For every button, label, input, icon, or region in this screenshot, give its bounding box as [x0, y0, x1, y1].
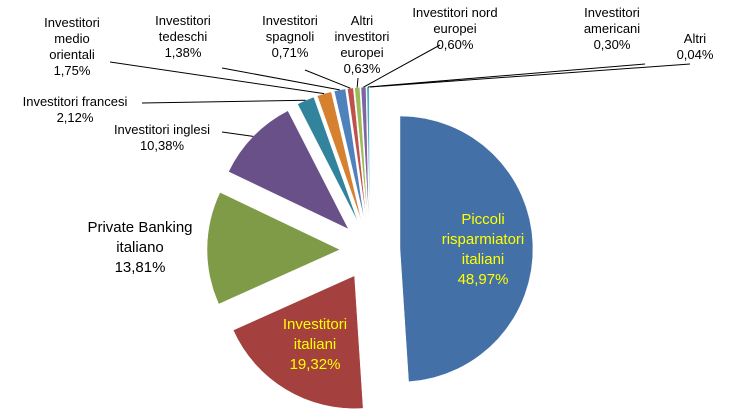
value-label: 13,81% — [114, 259, 166, 276]
pie-slice — [354, 87, 368, 221]
category-label: Investitori inglesi — [113, 122, 211, 137]
pie-slice — [232, 275, 364, 409]
leader-line — [369, 63, 691, 88]
category-label: Investitori tedeschi — [155, 13, 211, 44]
slice-label: Investitori italiani 19,32% — [270, 315, 360, 375]
leader-line — [221, 67, 340, 91]
slice-label: Investitori inglesi 10,38% — [102, 122, 222, 154]
category-label: Piccoli risparmiatori italiani — [441, 211, 525, 268]
category-label: Investitori francesi — [22, 94, 128, 109]
value-label: 0,30% — [593, 37, 631, 52]
leader-line — [363, 44, 441, 88]
slice-label: Piccoli risparmiatori italiani 48,97% — [428, 210, 538, 290]
category-label: Altri investitori europei — [334, 13, 390, 60]
leader-line — [141, 99, 306, 104]
category-label: Altri — [683, 31, 707, 46]
pie-slice — [399, 115, 534, 383]
leader-line — [221, 131, 254, 137]
value-label: 1,38% — [164, 45, 202, 60]
category-label: Investitori americani — [583, 5, 641, 36]
value-label: 19,32% — [289, 356, 341, 373]
value-label: 1,75% — [53, 63, 91, 78]
slice-label: Investitori americani 0,30% — [572, 5, 652, 53]
pie-slice — [360, 86, 370, 221]
value-label: 0,63% — [343, 61, 381, 76]
value-label: 48,97% — [457, 271, 509, 288]
slice-label: Altri 0,04% — [665, 31, 725, 63]
slice-label: Private Banking italiano 13,81% — [70, 218, 210, 278]
value-label: 2,12% — [56, 110, 94, 125]
pie-slice — [228, 110, 350, 230]
value-label: 0,04% — [676, 47, 714, 62]
category-label: Investitori italiani — [282, 316, 348, 353]
value-label: 0,71% — [271, 45, 309, 60]
slice-label: Investitori francesi 2,12% — [0, 94, 150, 126]
slice-label: Investitori nord europei 0,60% — [400, 5, 510, 53]
category-label: Investitori medio orientali — [44, 15, 100, 62]
slice-label: Investitori tedeschi 1,38% — [143, 13, 223, 61]
category-label: Private Banking italiano — [87, 219, 193, 256]
pie-slice — [206, 191, 341, 305]
category-label: Investitori spagnoli — [262, 13, 318, 44]
value-label: 0,60% — [436, 37, 474, 52]
slice-label: Investitori spagnoli 0,71% — [250, 13, 330, 61]
leader-line — [356, 77, 359, 88]
leader-line — [368, 63, 646, 88]
pie-slice — [347, 87, 367, 221]
value-label: 10,38% — [139, 138, 185, 153]
slice-label: Altri investitori europei 0,63% — [325, 13, 400, 77]
slice-label: Investitori medio orientali 1,75% — [32, 15, 112, 79]
category-label: Investitori nord europei — [412, 5, 498, 36]
leader-line — [109, 61, 325, 95]
leader-line — [304, 69, 351, 89]
pie-slice — [333, 88, 365, 221]
